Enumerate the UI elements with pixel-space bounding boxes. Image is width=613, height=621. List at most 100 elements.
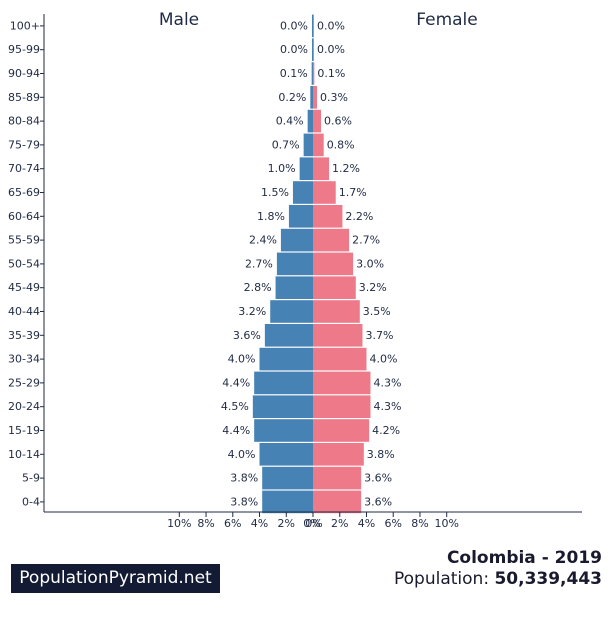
female-bar <box>313 62 315 85</box>
age-group-label: 75-79 <box>8 138 40 151</box>
male-value-label: 3.6% <box>233 329 261 342</box>
x-tick-label: 10% <box>167 517 191 530</box>
age-group-label: 10-14 <box>8 448 40 461</box>
female-bar <box>313 347 367 371</box>
female-bar <box>313 276 356 299</box>
male-value-label: 0.7% <box>272 138 300 151</box>
male-bar <box>292 181 313 204</box>
male-bar <box>299 157 313 180</box>
male-value-label: 1.8% <box>257 210 285 223</box>
population-value: 50,339,443 <box>494 569 602 589</box>
age-group-label: 65-69 <box>8 186 40 199</box>
female-bar <box>313 466 362 490</box>
female-value-label: 3.2% <box>359 281 387 294</box>
population-pyramid-chart: Male Female 100+ 0.0% 0.0% 95-99 0.0% 0.0% 90-94… <box>8 10 582 530</box>
female-bar <box>313 14 314 38</box>
female-value-label: 4.2% <box>372 424 400 437</box>
male-value-label: 1.0% <box>268 162 296 175</box>
age-group-label: 90-94 <box>8 67 40 80</box>
age-group-label: 95-99 <box>8 43 40 56</box>
x-tick-label: 8% <box>411 517 428 530</box>
female-value-label: 3.6% <box>364 472 392 485</box>
male-value-label: 1.5% <box>261 186 289 199</box>
male-value-label: 0.0% <box>280 19 308 32</box>
male-bar <box>303 133 313 157</box>
male-value-label: 0.0% <box>280 43 308 56</box>
female-bar <box>313 419 370 442</box>
female-bar <box>313 395 371 418</box>
population-total: Population: 50,339,443 <box>394 569 602 589</box>
female-value-label: 2.2% <box>345 210 373 223</box>
population-label: Population: <box>394 569 490 589</box>
male-bar <box>252 395 313 418</box>
age-group-label: 5-9 <box>22 472 40 485</box>
female-bar <box>313 86 318 109</box>
age-group-label: 80-84 <box>8 115 40 128</box>
female-bar <box>313 133 324 157</box>
female-bar <box>313 181 336 204</box>
female-bar <box>313 443 364 466</box>
brand-logo[interactable]: PopulationPyramid.net <box>11 564 220 593</box>
male-value-label: 2.8% <box>244 281 272 294</box>
female-value-label: 0.3% <box>320 91 348 104</box>
x-tick-label: 2% <box>331 517 348 530</box>
male-bar <box>262 490 313 514</box>
female-bar <box>313 109 322 133</box>
age-group-label: 70-74 <box>8 162 40 175</box>
age-group-label: 25-29 <box>8 376 40 389</box>
female-bar <box>313 490 362 514</box>
female-bar <box>313 300 360 323</box>
male-value-label: 4.5% <box>221 400 249 413</box>
age-group-label: 20-24 <box>8 400 40 413</box>
female-value-label: 3.0% <box>356 257 384 270</box>
male-bar <box>312 38 313 61</box>
legend-female: Female <box>416 10 477 30</box>
female-value-label: 0.8% <box>327 138 355 151</box>
female-value-label: 0.1% <box>317 67 345 80</box>
x-tick-label: 8% <box>197 517 214 530</box>
female-value-label: 4.3% <box>373 400 401 413</box>
female-value-label: 4.3% <box>373 376 401 389</box>
age-group-label: 85-89 <box>8 91 40 104</box>
female-bar <box>313 324 363 347</box>
age-group-label: 0-4 <box>22 495 40 508</box>
male-value-label: 3.8% <box>230 495 258 508</box>
male-bar <box>311 62 313 85</box>
male-bar <box>310 86 313 109</box>
age-group-label: 100+ <box>10 19 40 32</box>
male-value-label: 4.0% <box>228 353 256 366</box>
male-bar <box>270 300 313 323</box>
age-group-label: 35-39 <box>8 329 40 342</box>
female-bar <box>313 157 330 180</box>
female-value-label: 3.5% <box>363 305 391 318</box>
female-value-label: 3.6% <box>364 495 392 508</box>
female-bar <box>313 205 343 228</box>
male-bar <box>254 419 313 442</box>
female-bar <box>313 252 354 276</box>
male-value-label: 2.4% <box>249 234 277 247</box>
male-value-label: 3.2% <box>238 305 266 318</box>
female-value-label: 0.6% <box>324 115 352 128</box>
x-tick-label: 6% <box>384 517 401 530</box>
male-value-label: 0.1% <box>280 67 308 80</box>
x-tick-label: 6% <box>224 517 241 530</box>
age-group-label: 15-19 <box>8 424 40 437</box>
female-bar <box>313 371 371 395</box>
x-tick-label: 4% <box>251 517 268 530</box>
male-bar <box>262 466 313 490</box>
x-tick-label: 0% <box>303 517 320 530</box>
male-bar <box>280 228 313 252</box>
female-value-label: 3.7% <box>365 329 393 342</box>
male-value-label: 4.0% <box>228 448 256 461</box>
male-bar <box>275 276 313 299</box>
legend-male: Male <box>159 10 199 30</box>
male-value-label: 4.4% <box>222 376 250 389</box>
male-bar <box>288 205 313 228</box>
x-tick-label: 0% <box>305 517 322 530</box>
male-bar <box>307 109 313 133</box>
male-bar <box>254 371 313 395</box>
age-group-label: 45-49 <box>8 281 40 294</box>
male-bar <box>276 252 313 276</box>
male-value-label: 4.4% <box>222 424 250 437</box>
x-tick-label: 2% <box>278 517 295 530</box>
